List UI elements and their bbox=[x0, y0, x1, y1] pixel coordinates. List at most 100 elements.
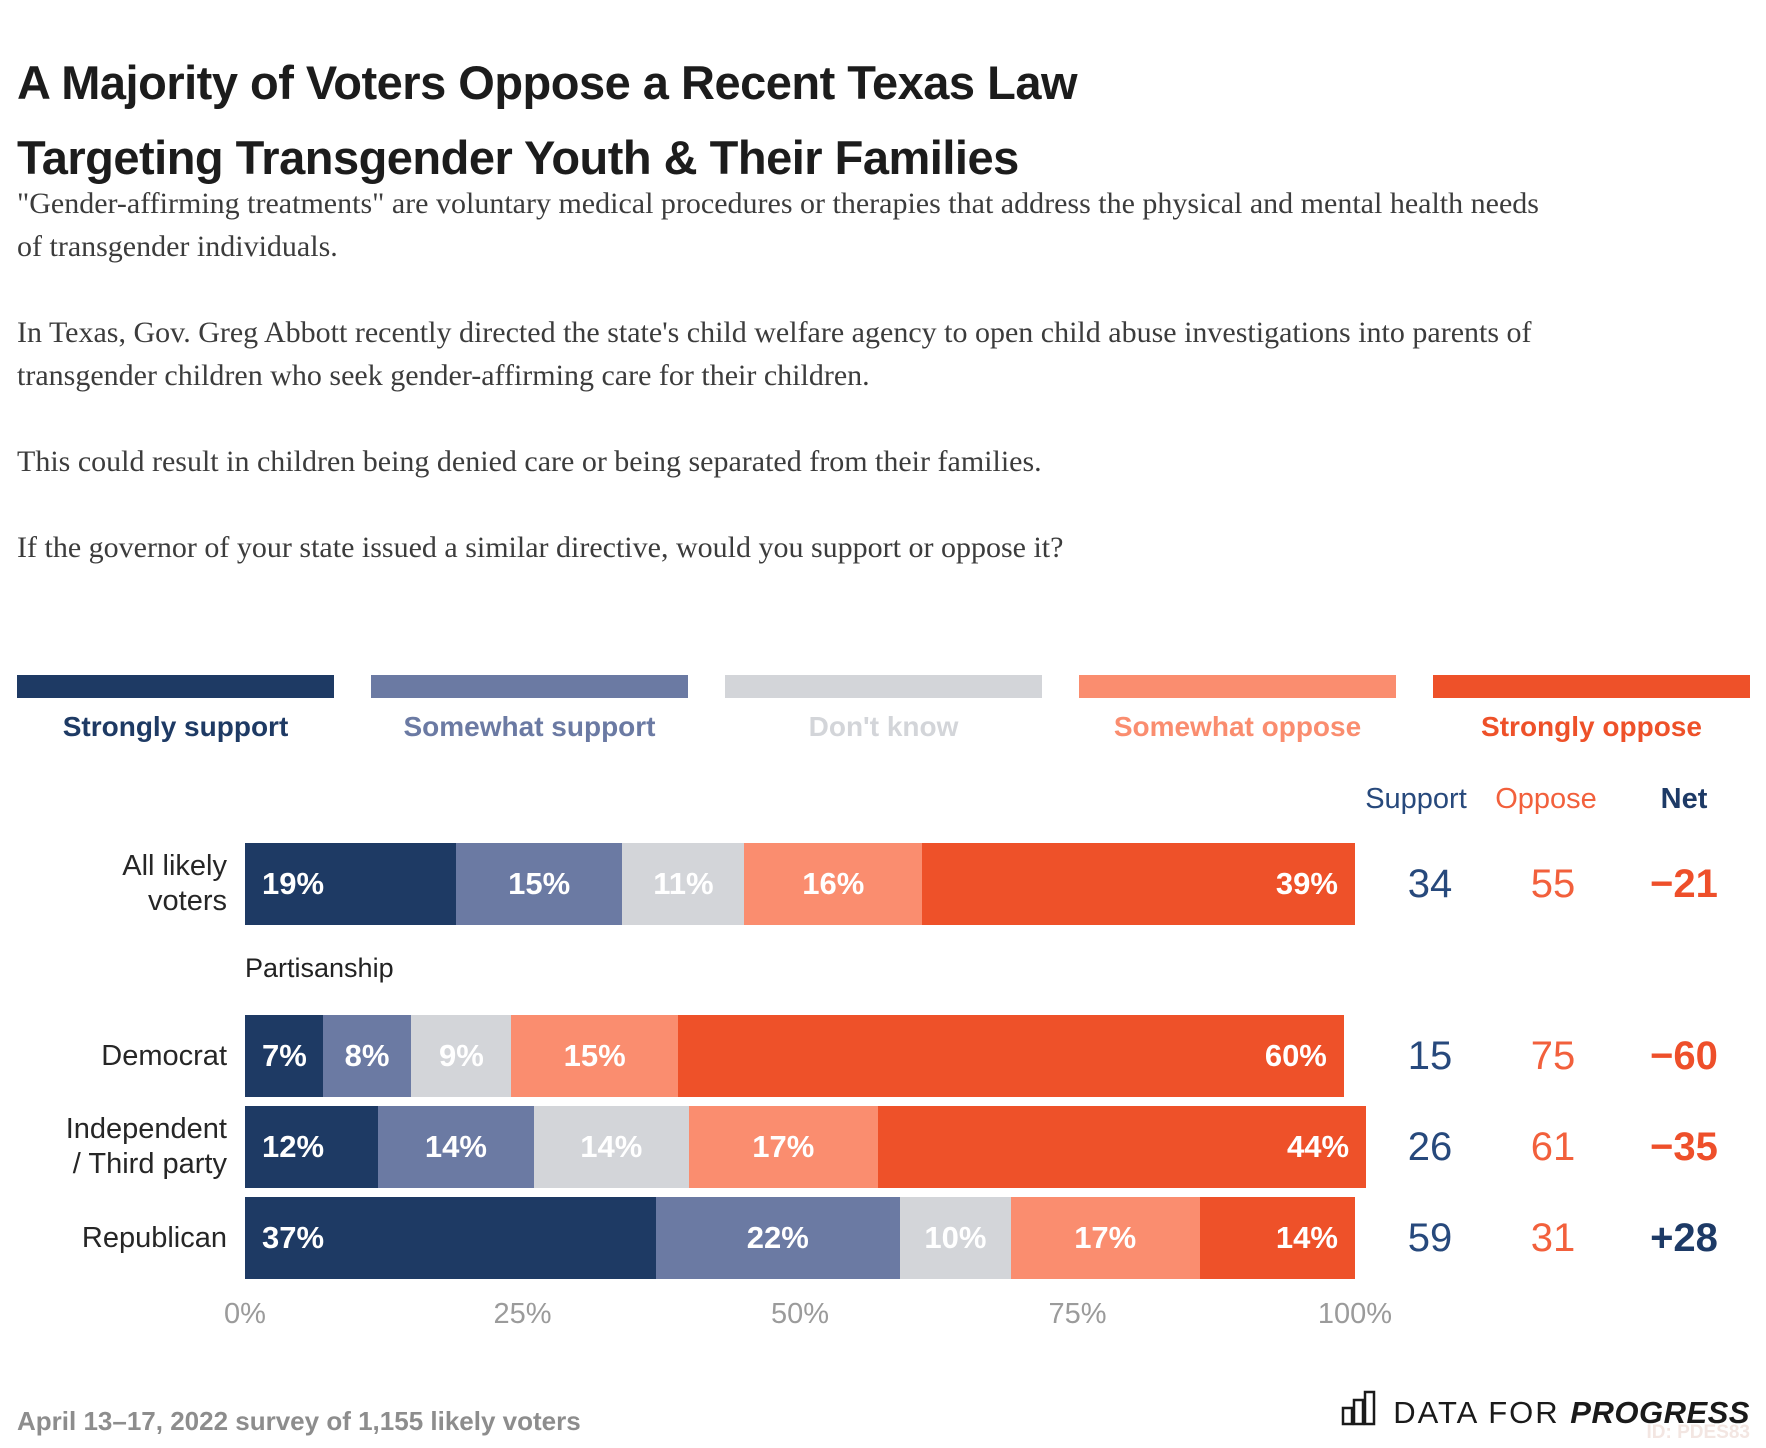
column-header-oppose: Oppose bbox=[1495, 783, 1597, 815]
bar-segment-somewhat-support: 8% bbox=[322, 1015, 412, 1097]
x-axis-tick-label: 100% bbox=[1317, 1298, 1393, 1330]
row-label-line: Democrat bbox=[101, 1039, 227, 1072]
legend-swatch-2 bbox=[371, 675, 688, 698]
support-value: 15 bbox=[1407, 1033, 1453, 1078]
bar-chart-icon bbox=[1341, 1390, 1381, 1431]
bar-segment-strongly-oppose: 39% bbox=[922, 843, 1355, 925]
stacked-bar-chart: Partisanship 0% 25% 50% 75% 100% All likely v… bbox=[0, 843, 1766, 1373]
row-label-line: / Third party bbox=[72, 1148, 227, 1180]
row-label: Independent / Third party bbox=[0, 1106, 227, 1188]
x-axis-tick-label: 50% bbox=[770, 1298, 830, 1330]
intro-paragraph-question: If the governor of your state issued a s… bbox=[17, 531, 1064, 564]
bar-segment-don-t-know: 9% bbox=[411, 1015, 512, 1097]
x-axis-tick-label: 0% bbox=[224, 1298, 266, 1330]
segment-value-label: 10% bbox=[924, 1220, 987, 1255]
page-title-line-2: Targeting Transgender Youth & Their Fami… bbox=[17, 131, 1019, 185]
bar-segment-strongly-support: 7% bbox=[245, 1015, 323, 1097]
survey-footnote: April 13–17, 2022 survey of 1,155 likely… bbox=[17, 1406, 581, 1436]
legend-item-1: Strongly support bbox=[17, 675, 334, 743]
segment-value-label: 8% bbox=[344, 1038, 390, 1073]
x-axis-tick-label: 25% bbox=[493, 1298, 552, 1330]
support-value: 59 bbox=[1407, 1215, 1453, 1260]
bar-row-republican: Republican 37% 22% 10% 17% 14% 59 31 +28 bbox=[0, 1197, 1766, 1279]
segment-value-label: 9% bbox=[439, 1038, 484, 1073]
intro-paragraph-consequence: This could result in children being deni… bbox=[17, 445, 1042, 478]
page-title-line-1: A Majority of Voters Oppose a Recent Tex… bbox=[17, 56, 1078, 110]
segment-value-label: 17% bbox=[752, 1129, 815, 1164]
legend-swatch-3 bbox=[725, 675, 1042, 698]
bar-segment-somewhat-oppose: 17% bbox=[1010, 1197, 1200, 1279]
bar-segment-don-t-know: 11% bbox=[622, 843, 745, 925]
legend-swatch-5 bbox=[1433, 675, 1750, 698]
oppose-value: 61 bbox=[1530, 1124, 1576, 1169]
net-value: −21 bbox=[1650, 861, 1718, 906]
bar-segment-somewhat-oppose: 15% bbox=[511, 1015, 678, 1097]
legend-label-3: Don't know bbox=[808, 711, 959, 742]
segment-value-label: 19% bbox=[262, 866, 325, 901]
bar-track: 19% 15% 11% 16% 39% bbox=[245, 843, 1355, 925]
segment-value-label: 60% bbox=[1264, 1038, 1327, 1073]
row-label-line: voters bbox=[148, 885, 227, 917]
oppose-value: 31 bbox=[1530, 1215, 1576, 1260]
bar-segment-strongly-support: 12% bbox=[245, 1106, 379, 1188]
chart-id: ID: PDES83 bbox=[1646, 1422, 1750, 1443]
net-value: +28 bbox=[1650, 1215, 1718, 1260]
bar-segment-don-t-know: 14% bbox=[533, 1106, 689, 1188]
logo-text: DATA FOR PROGRESS bbox=[1393, 1395, 1750, 1431]
x-axis: 0% 25% 50% 75% 100% bbox=[224, 1298, 1392, 1338]
x-axis-tick-label: 75% bbox=[1048, 1298, 1107, 1330]
page-title: A Majority of Voters Oppose a Recent Tex… bbox=[17, 45, 1078, 195]
legend-label-5: Strongly oppose bbox=[1481, 711, 1702, 742]
segment-value-label: 15% bbox=[508, 866, 571, 901]
legend-label-1: Strongly support bbox=[62, 711, 289, 742]
segment-value-label: 11% bbox=[653, 866, 714, 901]
segment-value-label: 37% bbox=[262, 1220, 325, 1255]
row-label: All likely voters bbox=[0, 843, 227, 925]
legend-item-5: Strongly oppose bbox=[1433, 675, 1750, 743]
row-label-line: All likely bbox=[122, 850, 227, 882]
row-label: Republican bbox=[0, 1197, 227, 1279]
bar-segment-strongly-support: 37% bbox=[245, 1197, 656, 1279]
segment-value-label: 12% bbox=[262, 1129, 325, 1164]
bar-segment-strongly-oppose: 14% bbox=[1199, 1197, 1355, 1279]
legend-item-3: Don't know bbox=[725, 675, 1042, 743]
segment-value-label: 7% bbox=[262, 1038, 307, 1073]
intro-paragraph-context: In Texas, Gov. Greg Abbott recently dire… bbox=[17, 316, 1532, 392]
legend-swatch-4 bbox=[1079, 675, 1396, 698]
segment-value-label: 39% bbox=[1275, 866, 1338, 901]
support-value: 26 bbox=[1407, 1124, 1453, 1169]
bar-segment-somewhat-support: 15% bbox=[455, 843, 623, 925]
segment-value-label: 15% bbox=[563, 1038, 626, 1073]
bar-row-all-likely-voters: All likely voters 19% 15% 11% 16% 39% 34 55 −21 bbox=[0, 843, 1766, 925]
bar-segment-strongly-support: 19% bbox=[245, 843, 456, 925]
data-for-progress-logo: DATA FOR PROGRESS bbox=[1341, 1390, 1750, 1431]
logo-text-suffix: PROGRESS bbox=[1570, 1395, 1750, 1430]
logo-text-prefix: DATA FOR bbox=[1393, 1395, 1560, 1430]
segment-value-label: 22% bbox=[746, 1220, 809, 1255]
net-value: −35 bbox=[1650, 1124, 1718, 1169]
bar-segment-somewhat-oppose: 17% bbox=[688, 1106, 878, 1188]
segment-value-label: 14% bbox=[580, 1129, 643, 1164]
section-label-partisanship: Partisanship bbox=[245, 953, 394, 983]
row-label-line: Independent bbox=[65, 1113, 227, 1145]
legend: Strongly support Somewhat support Don't kn… bbox=[17, 675, 1750, 743]
bar-track: 37% 22% 10% 17% 14% bbox=[245, 1197, 1355, 1279]
bar-track: 7% 8% 9% 15% 60% bbox=[245, 1015, 1355, 1097]
intro-paragraph-definition: "Gender-affirming treatments" are volunt… bbox=[17, 187, 1539, 263]
column-header-support: Support bbox=[1365, 783, 1467, 815]
bar-row-democrat: Democrat 7% 8% 9% 15% 60% 15 75 −60 bbox=[0, 1015, 1766, 1097]
legend-item-2: Somewhat support bbox=[371, 675, 688, 743]
net-value: −60 bbox=[1650, 1033, 1718, 1078]
bar-segment-somewhat-support: 22% bbox=[655, 1197, 900, 1279]
bar-segment-strongly-oppose: 44% bbox=[877, 1106, 1367, 1188]
legend-swatch-1 bbox=[17, 675, 334, 698]
column-header-net: Net bbox=[1660, 783, 1708, 815]
bar-segment-strongly-oppose: 60% bbox=[677, 1015, 1344, 1097]
segment-value-label: 16% bbox=[802, 866, 865, 901]
legend-label-4: Somewhat oppose bbox=[1113, 711, 1362, 742]
segment-value-label: 14% bbox=[424, 1129, 487, 1164]
legend-item-4: Somewhat oppose bbox=[1079, 675, 1396, 743]
bar-track: 12% 14% 14% 17% 44% bbox=[245, 1106, 1367, 1188]
intro-text: "Gender-affirming treatments" are volunt… bbox=[17, 182, 1547, 612]
